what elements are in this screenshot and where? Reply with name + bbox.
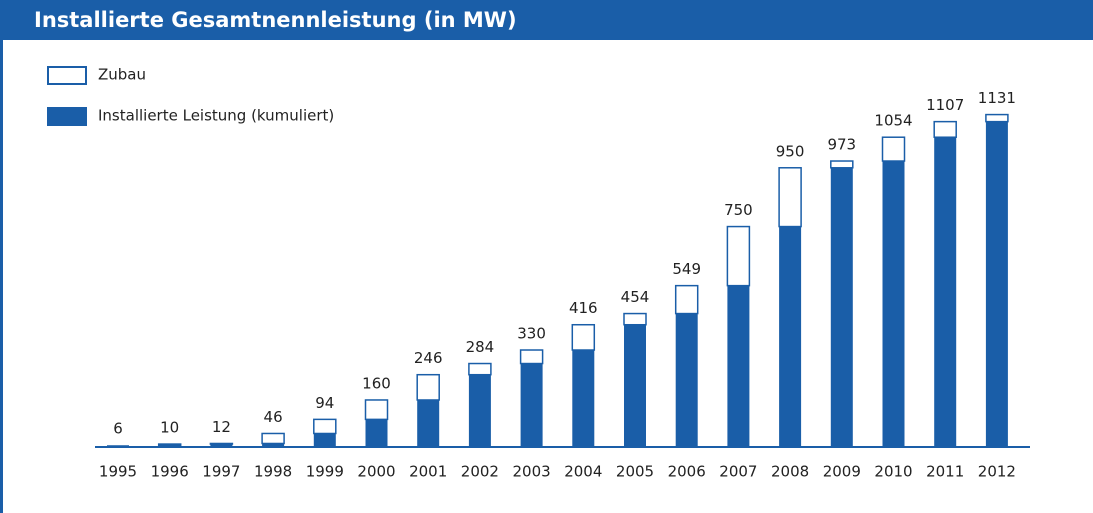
bar-addition	[313, 418, 337, 435]
bar-addition	[261, 432, 285, 445]
total-label: 454	[621, 288, 650, 306]
total-label: 1054	[874, 112, 912, 130]
total-label: 284	[466, 338, 495, 356]
header-bar	[0, 0, 1093, 40]
total-label: 10	[160, 419, 179, 437]
bar-cumulative	[468, 374, 491, 447]
x-tick-label: 2003	[513, 463, 551, 481]
bar-cumulative	[882, 161, 905, 447]
x-tick-label: 1996	[151, 463, 189, 481]
legend-swatch	[47, 66, 87, 85]
bar-addition	[674, 284, 699, 315]
total-label: 94	[315, 394, 334, 412]
x-tick-label: 2005	[616, 463, 654, 481]
bar-addition	[623, 312, 647, 326]
x-tick-label: 2000	[357, 463, 395, 481]
x-tick-label: 1999	[306, 463, 344, 481]
bar-addition	[726, 225, 751, 287]
x-tick-label: 2012	[978, 463, 1016, 481]
total-label: 330	[517, 325, 546, 343]
bar-cumulative	[830, 167, 853, 448]
bar-cumulative	[624, 324, 646, 447]
total-label: 160	[362, 374, 391, 392]
total-label: 416	[569, 299, 598, 317]
bar-cumulative	[572, 350, 595, 447]
total-label: 750	[724, 201, 753, 219]
bar-addition	[519, 349, 544, 365]
bar-cumulative	[520, 363, 543, 447]
legend-swatch	[47, 107, 87, 126]
chart-title: Installierte Gesamtnennleistung (in MW)	[34, 8, 517, 32]
x-tick-label: 2009	[823, 463, 861, 481]
bar-cumulative	[779, 226, 802, 447]
bar-addition	[364, 399, 389, 421]
bar-cumulative	[417, 399, 440, 447]
bar-cumulative	[365, 419, 388, 447]
x-tick-label: 1998	[254, 463, 292, 481]
legend-label: Zubau	[98, 66, 146, 84]
bar-cumulative	[727, 285, 750, 447]
x-tick-label: 2008	[771, 463, 809, 481]
x-tick-label: 2006	[668, 463, 706, 481]
x-tick-label: 2010	[874, 463, 912, 481]
bar-cumulative	[934, 137, 957, 448]
bar-addition	[416, 373, 440, 401]
legend-label: Installierte Leistung (kumuliert)	[98, 107, 334, 125]
bar-addition	[209, 442, 234, 445]
bar-cumulative	[675, 313, 698, 447]
total-label: 1131	[978, 89, 1016, 107]
total-label: 46	[264, 408, 283, 426]
bar-addition	[830, 160, 854, 169]
total-label: 6	[113, 420, 123, 438]
x-tick-label: 2004	[564, 463, 602, 481]
bar-cumulative	[262, 443, 285, 447]
bar-cumulative	[985, 121, 1008, 448]
bar-addition	[933, 120, 957, 138]
total-label: 12	[212, 418, 231, 436]
total-label: 549	[672, 260, 701, 278]
x-tick-label: 1997	[202, 463, 240, 481]
x-tick-label: 2007	[719, 463, 757, 481]
total-label: 950	[776, 142, 805, 160]
x-tick-label: 2001	[409, 463, 447, 481]
x-tick-label: 2002	[461, 463, 499, 481]
total-label: 246	[414, 349, 443, 367]
bar-addition	[778, 167, 802, 228]
bar-addition	[985, 113, 1009, 123]
bar-addition	[881, 136, 906, 162]
bar-addition	[468, 362, 492, 376]
x-tick-label: 1995	[99, 463, 137, 481]
total-label: 1107	[926, 96, 964, 114]
bar-addition	[157, 443, 182, 446]
x-tick-label: 2011	[926, 463, 964, 481]
bar-addition	[571, 323, 596, 351]
bar-cumulative	[313, 433, 336, 447]
bar-cumulative	[210, 444, 233, 447]
total-label: 973	[827, 136, 856, 154]
